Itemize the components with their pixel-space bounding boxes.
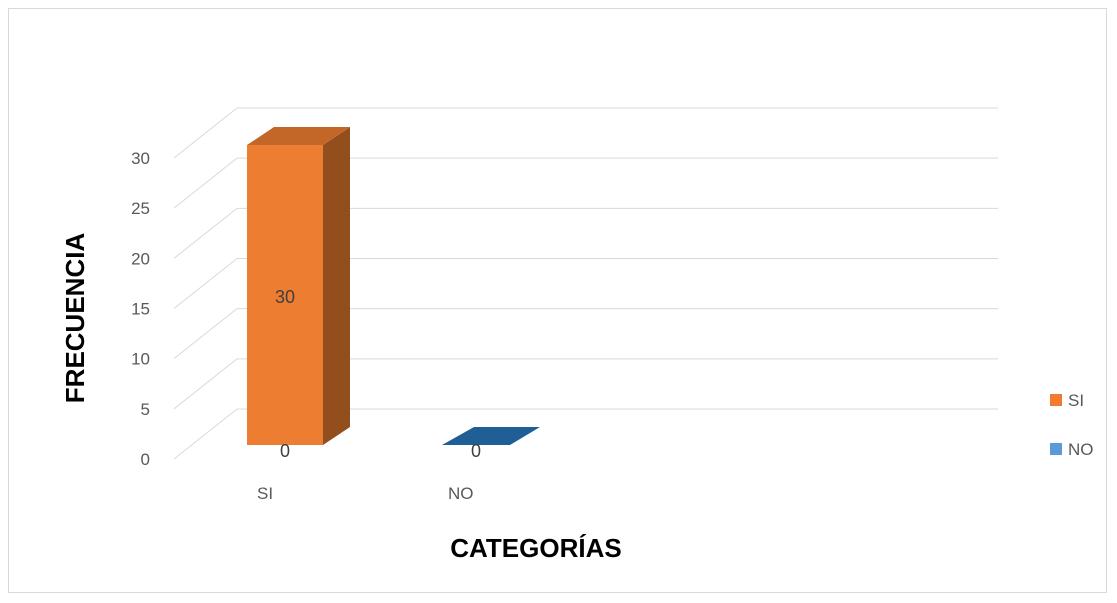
data-label: 0 [280,441,290,461]
y-tick-label: 10 [131,350,150,369]
x-axis-title: CATEGORÍAS [450,533,621,563]
bar-side [323,127,350,445]
y-tick-label: 5 [141,400,150,419]
gridline-side [173,358,238,410]
gridline-side [173,157,238,209]
gridlines [173,107,998,460]
data-label: 0 [471,441,481,461]
legend: SI NO [1050,391,1094,459]
legend-label-si: SI [1068,391,1084,410]
y-tick-label: 15 [131,300,150,319]
data-label: 30 [275,287,295,307]
y-tick-label: 25 [131,199,150,218]
bar-flat [442,427,540,445]
data-labels: 30 0 0 [275,287,481,461]
gridline-side [173,308,238,360]
bar-si [247,127,350,445]
bars [247,127,540,445]
y-tick-label: 20 [131,249,150,268]
gridline-side [173,107,238,159]
gridline-side [173,258,238,309]
legend-label-no: NO [1068,440,1094,459]
bar-no [442,427,540,445]
bar-front [247,145,323,445]
y-tick-label: 30 [131,149,150,168]
gridline-side [173,408,238,460]
x-axis-ticks: SI NO [257,484,474,503]
x-tick-label: NO [448,484,474,503]
legend-swatch-si [1050,394,1062,406]
y-axis-ticks: 0 5 10 15 20 25 30 [131,149,150,469]
gridline-side [173,207,238,259]
legend-swatch-no [1050,443,1062,455]
y-tick-label: 0 [141,450,150,469]
chart-frame [8,8,1107,593]
y-axis-title: FRECUENCIA [60,233,90,404]
x-tick-label: SI [257,484,273,503]
bar-top [247,127,350,145]
